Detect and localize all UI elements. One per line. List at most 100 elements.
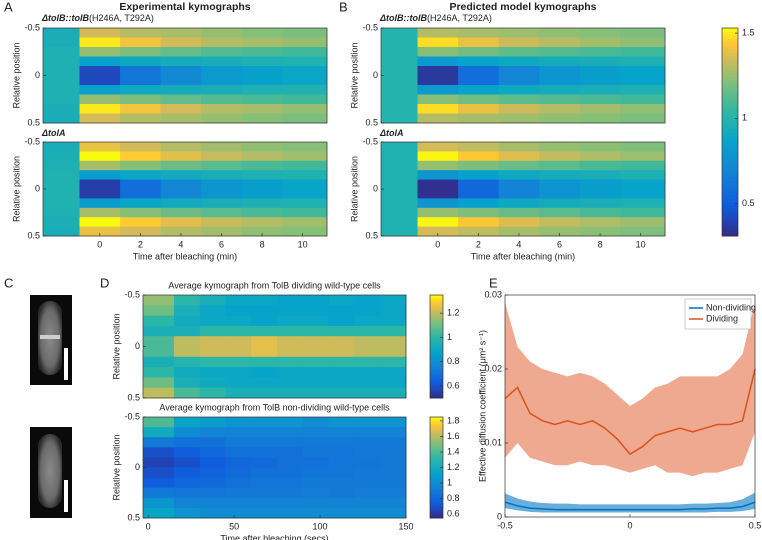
y-tick-label: 0 bbox=[373, 70, 378, 80]
heatmap-cell bbox=[173, 447, 201, 458]
y-tick-label: -0.5 bbox=[24, 136, 40, 146]
colorbar-step bbox=[722, 166, 738, 171]
heatmap-cell bbox=[381, 47, 418, 57]
heatmap-cell bbox=[79, 226, 121, 237]
heatmap-cell bbox=[225, 305, 252, 316]
colorbar-step bbox=[430, 452, 443, 455]
heatmap-cell bbox=[173, 437, 201, 448]
heatmap-cell bbox=[173, 336, 201, 347]
heatmap-cell bbox=[380, 497, 407, 509]
colorbar-step bbox=[430, 437, 443, 440]
heatmap-cell bbox=[225, 377, 252, 389]
heatmap-cell bbox=[458, 37, 500, 48]
heatmap-cell bbox=[579, 47, 621, 57]
colorbar-step bbox=[430, 432, 443, 435]
heatmap-cell bbox=[498, 226, 540, 237]
colorbar-step bbox=[722, 149, 738, 154]
heatmap-cell bbox=[498, 37, 540, 48]
heatmap-cell bbox=[282, 113, 328, 124]
heatmap-cell bbox=[160, 66, 202, 76]
colorbar-step bbox=[430, 507, 443, 511]
heatmap-cell bbox=[620, 28, 666, 38]
heatmap-cell bbox=[282, 37, 328, 48]
colorbar-step bbox=[722, 177, 738, 182]
heatmap-cell bbox=[43, 189, 80, 199]
heatmap-cell bbox=[381, 179, 418, 190]
colorbar-step bbox=[430, 372, 443, 375]
heatmap-cell bbox=[328, 377, 355, 389]
colorbar-step bbox=[722, 190, 738, 195]
heatmap-cell bbox=[277, 427, 304, 438]
colorbar-tick-label: 0.8 bbox=[447, 493, 460, 503]
heatmap-cell bbox=[43, 179, 80, 190]
heatmap-cell bbox=[381, 151, 418, 162]
colorbar-step bbox=[430, 322, 443, 325]
colorbar-step bbox=[722, 45, 738, 50]
heatmap-cell bbox=[381, 142, 418, 152]
colorbar-step bbox=[722, 118, 738, 123]
heatmap-cell bbox=[579, 37, 621, 48]
heatmap-cell bbox=[173, 367, 201, 378]
heatmap-cell bbox=[620, 94, 666, 105]
heatmap-cell bbox=[458, 217, 500, 227]
heatmap-cell bbox=[620, 47, 666, 57]
colorbar-step bbox=[430, 501, 443, 504]
heatmap-cell bbox=[539, 142, 581, 152]
heatmap-cell bbox=[381, 85, 418, 95]
heatmap-cell bbox=[498, 75, 540, 86]
heatmap-cell bbox=[302, 427, 330, 438]
colorbar-step bbox=[722, 218, 738, 223]
heatmap-cell bbox=[225, 477, 252, 489]
heatmap-cell bbox=[241, 142, 283, 152]
heatmap-cell bbox=[620, 85, 666, 95]
heatmap-cell bbox=[201, 28, 243, 38]
heatmap-cell bbox=[143, 295, 175, 306]
x-tick-label: 2 bbox=[476, 239, 481, 249]
heatmap-cell bbox=[380, 367, 407, 378]
heatmap-cell bbox=[120, 56, 162, 67]
legend-box bbox=[684, 298, 752, 330]
x-tick-label: 6 bbox=[219, 239, 224, 249]
heatmap-cell bbox=[620, 189, 666, 199]
heatmap-cell bbox=[241, 207, 283, 218]
y-axis-label: Relative position bbox=[111, 434, 121, 500]
heatmap-cell bbox=[199, 377, 226, 389]
x-axis-label: Time after bleaching (min) bbox=[133, 251, 237, 261]
heatmap-cell bbox=[579, 170, 621, 180]
colorbar-step bbox=[430, 474, 443, 477]
micrograph bbox=[30, 295, 72, 385]
heatmap-cell bbox=[79, 160, 121, 171]
heatmap-cell bbox=[79, 142, 121, 152]
heatmap-cell bbox=[277, 315, 304, 327]
heatmap-cell bbox=[43, 66, 80, 76]
heatmap-cell bbox=[225, 346, 252, 358]
heatmap-cell bbox=[282, 189, 328, 199]
heatmap-cell bbox=[173, 325, 201, 337]
heatmap-cell bbox=[225, 356, 252, 368]
colorbar-step bbox=[430, 467, 443, 470]
colorbar-tick-label: 0.8 bbox=[447, 356, 460, 366]
heatmap-cell bbox=[277, 377, 304, 389]
x-tick-label: 6 bbox=[557, 239, 562, 249]
heatmap-cell bbox=[381, 104, 418, 114]
heatmap-cell bbox=[160, 170, 202, 180]
heatmap-cell bbox=[241, 217, 283, 227]
colorbar-step bbox=[722, 66, 738, 71]
heatmap-cell bbox=[539, 113, 581, 124]
colorbar-step bbox=[430, 465, 443, 468]
colorbar-step bbox=[722, 107, 738, 112]
heatmap-cell bbox=[120, 94, 162, 105]
heatmap-cell bbox=[498, 170, 540, 180]
heatmap bbox=[43, 28, 328, 124]
heatmap-cell bbox=[539, 75, 581, 86]
colorbar-step bbox=[430, 435, 443, 438]
heatmap-cell bbox=[354, 417, 381, 428]
colorbar-step bbox=[430, 370, 443, 373]
colorbar-step bbox=[722, 76, 738, 81]
heatmap-cell bbox=[498, 207, 540, 218]
heatmap-cell bbox=[120, 226, 162, 237]
colorbar-step bbox=[430, 460, 443, 463]
heatmap-cell bbox=[620, 75, 666, 86]
colorbar-step bbox=[430, 308, 443, 311]
colorbar-step bbox=[430, 358, 443, 361]
